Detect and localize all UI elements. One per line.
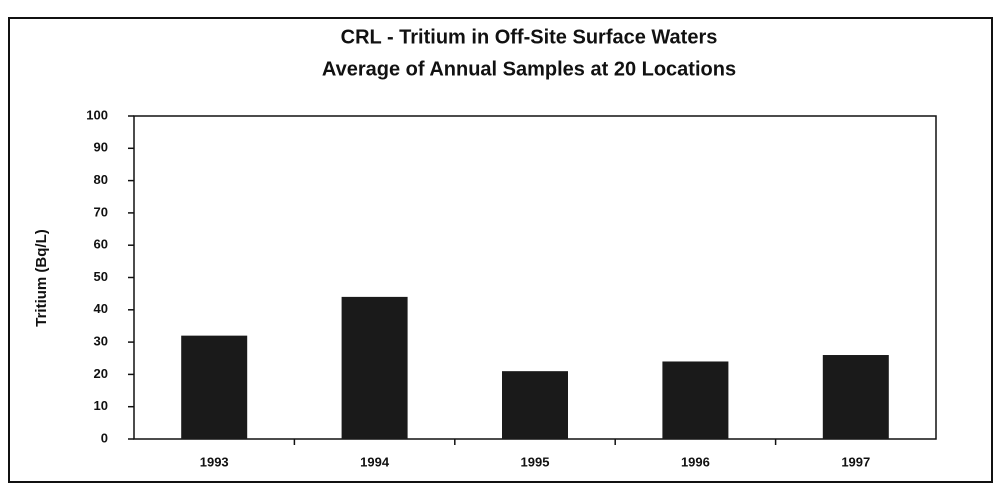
x-tick-label: 1996: [681, 454, 710, 469]
y-tick-label: 10: [94, 398, 108, 413]
y-tick-label: 40: [94, 301, 108, 316]
chart-subtitle: Average of Annual Samples at 20 Location…: [322, 58, 736, 80]
chart-frame: [8, 17, 993, 483]
y-tick-label: 30: [94, 334, 108, 349]
x-tick-label: 1997: [841, 454, 870, 469]
y-tick-label: 70: [94, 204, 108, 219]
x-tick-label: 1995: [521, 454, 550, 469]
x-tick-label: 1994: [360, 454, 390, 469]
y-tick-label: 20: [94, 366, 108, 381]
y-tick-label: 90: [94, 140, 108, 155]
bar: [822, 355, 889, 439]
y-tick-label: 50: [94, 269, 108, 284]
y-tick-label: 100: [86, 107, 108, 122]
bar: [502, 371, 568, 439]
bar: [181, 335, 248, 439]
chart-title: CRL - Tritium in Off-Site Surface Waters: [341, 26, 718, 48]
y-tick-label: 80: [94, 172, 108, 187]
y-tick-label: 60: [94, 237, 108, 252]
y-axis-label: Tritium (Bq/L): [33, 229, 50, 327]
bar: [662, 361, 729, 439]
bar: [341, 296, 408, 439]
x-tick-label: 1993: [200, 454, 229, 469]
y-tick-label: 0: [101, 430, 108, 445]
